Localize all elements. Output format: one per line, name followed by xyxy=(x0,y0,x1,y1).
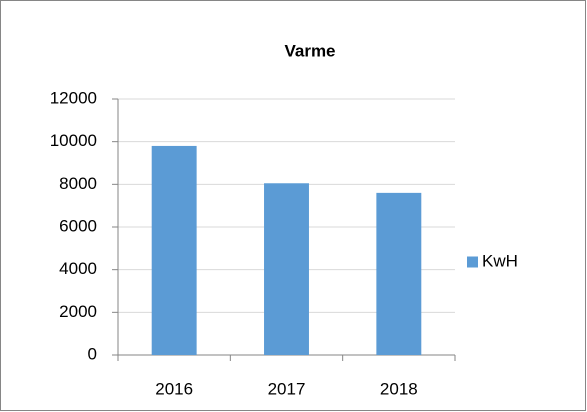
legend-label: KwH xyxy=(482,251,518,270)
bar xyxy=(264,183,309,355)
x-tick-label: 2018 xyxy=(380,379,418,398)
y-tick-label: 8000 xyxy=(59,174,97,193)
bar xyxy=(151,145,197,355)
chart-title: Varme xyxy=(284,41,335,60)
y-tick-label: 12000 xyxy=(50,88,97,107)
x-tick-label: 2017 xyxy=(268,379,306,398)
x-tick-label: 2016 xyxy=(155,379,193,398)
legend-swatch xyxy=(467,256,478,268)
y-tick-label: 10000 xyxy=(50,131,97,150)
y-tick-label: 0 xyxy=(88,344,97,363)
y-tick-label: 4000 xyxy=(59,259,97,278)
y-tick-label: 2000 xyxy=(59,302,97,321)
y-tick-label: 6000 xyxy=(59,216,97,235)
bar xyxy=(376,192,422,355)
